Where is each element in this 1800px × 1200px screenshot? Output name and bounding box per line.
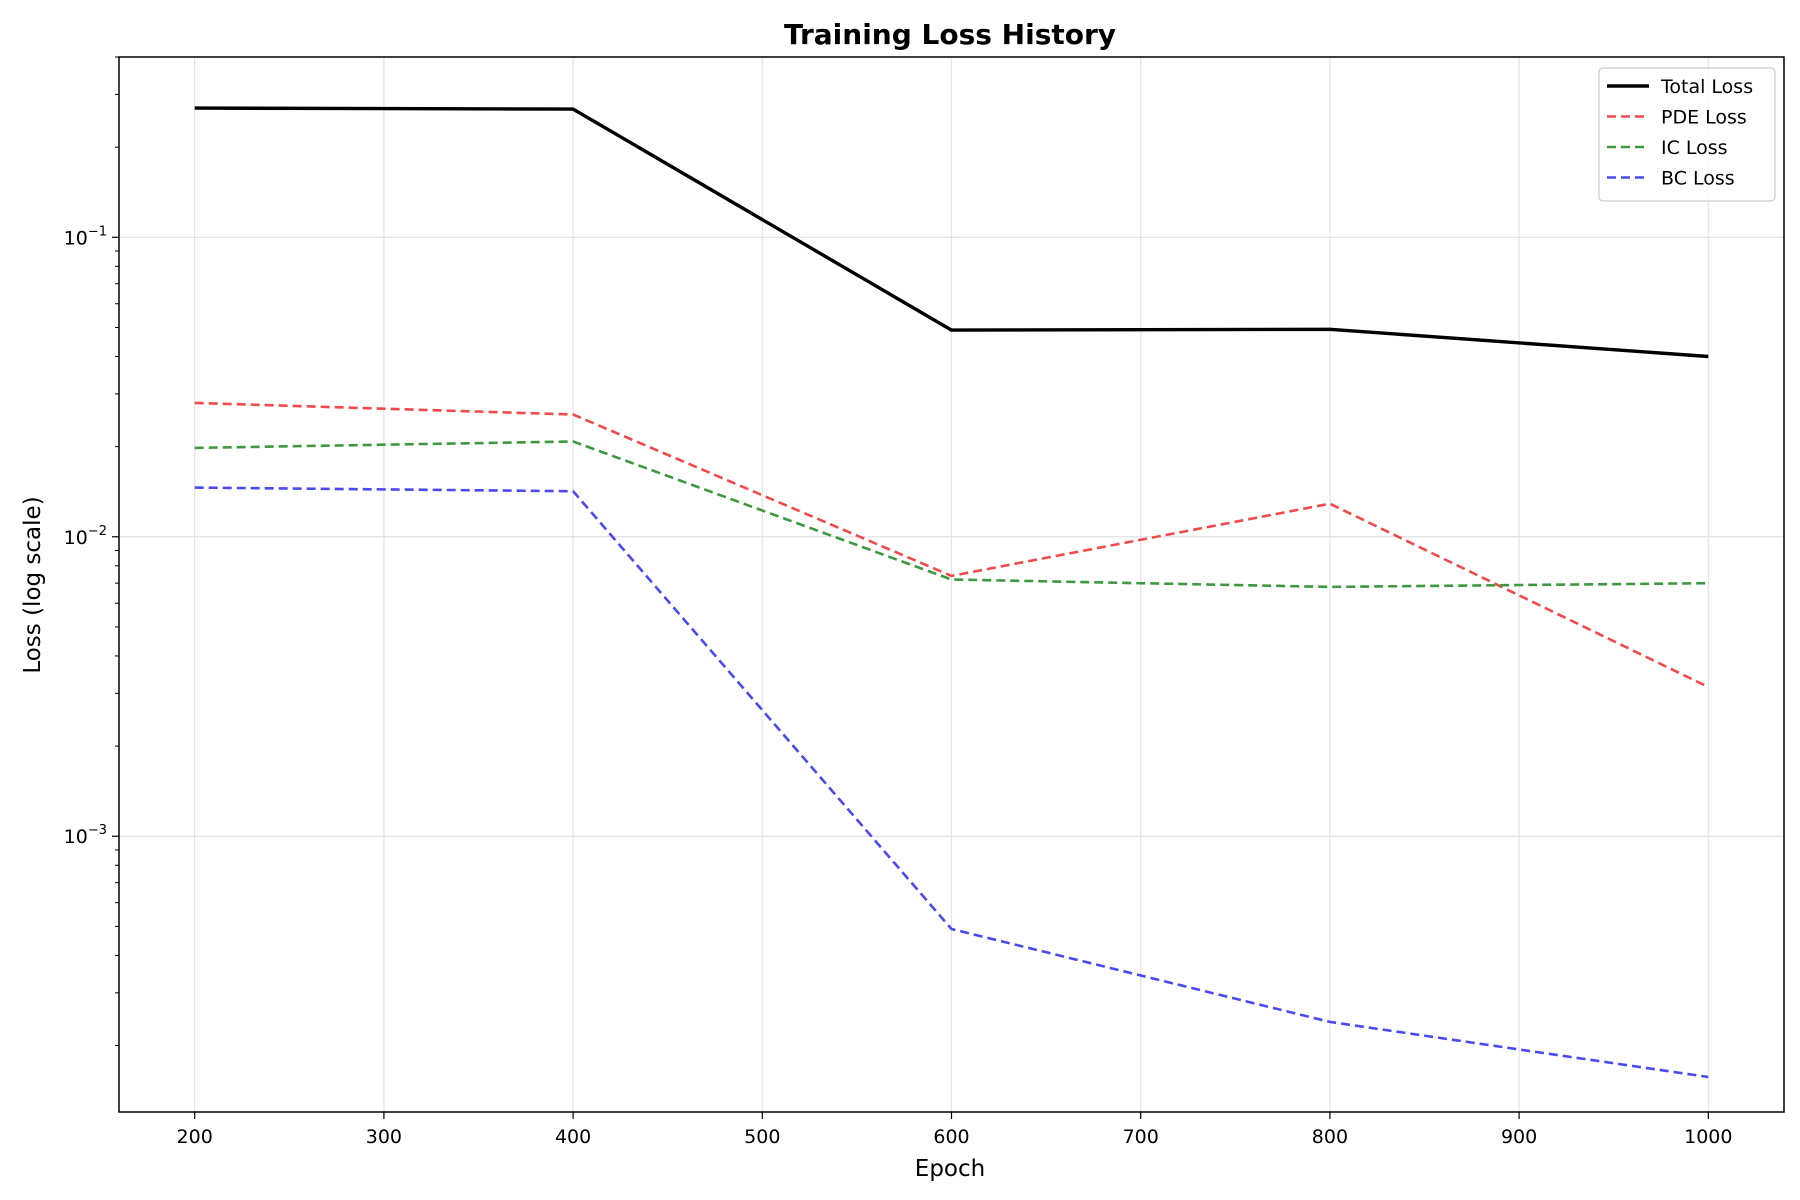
x-tick-label: 300 bbox=[366, 1126, 402, 1148]
y-tick-exponent: −2 bbox=[88, 524, 107, 539]
legend-label: BC Loss bbox=[1661, 168, 1735, 190]
legend-box bbox=[1598, 67, 1776, 202]
y-tick-base: 10 bbox=[64, 227, 88, 249]
series-line-bc-loss bbox=[194, 486, 1709, 1079]
y-tick-label: 10−3 bbox=[64, 823, 107, 848]
x-tick-label: 600 bbox=[933, 1126, 969, 1148]
x-tick-label: 200 bbox=[177, 1126, 213, 1148]
series-line-ic-loss bbox=[194, 440, 1709, 589]
y-tick-exponent: −1 bbox=[88, 224, 107, 239]
series-lines bbox=[194, 106, 1709, 1079]
series-line-pde-loss bbox=[194, 401, 1709, 689]
y-tick-exponent: −3 bbox=[88, 823, 107, 838]
legend-label: IC Loss bbox=[1661, 137, 1728, 159]
legend-label: Total Loss bbox=[1660, 76, 1753, 98]
x-tick-label: 800 bbox=[1312, 1126, 1348, 1148]
x-tick-label: 700 bbox=[1123, 1126, 1159, 1148]
x-axis-label: Epoch bbox=[915, 1156, 985, 1182]
x-tick-label: 900 bbox=[1501, 1126, 1537, 1148]
legend-label: PDE Loss bbox=[1661, 107, 1747, 129]
x-tick-label: 1000 bbox=[1684, 1126, 1732, 1148]
series-line-total-loss bbox=[194, 106, 1709, 359]
legend: Total Loss PDE Loss IC Loss BC Loss bbox=[1598, 67, 1776, 202]
y-tick-base: 10 bbox=[64, 527, 88, 549]
y-tick-label: 10−1 bbox=[64, 224, 107, 249]
y-tick-label: 10−2 bbox=[64, 524, 107, 549]
chart-title: Training Loss History bbox=[784, 18, 1116, 51]
x-tick-label: 500 bbox=[744, 1126, 780, 1148]
y-axis-label: Loss (log scale) bbox=[20, 496, 46, 673]
y-tick-base: 10 bbox=[64, 826, 88, 848]
x-tick-label: 400 bbox=[555, 1126, 591, 1148]
